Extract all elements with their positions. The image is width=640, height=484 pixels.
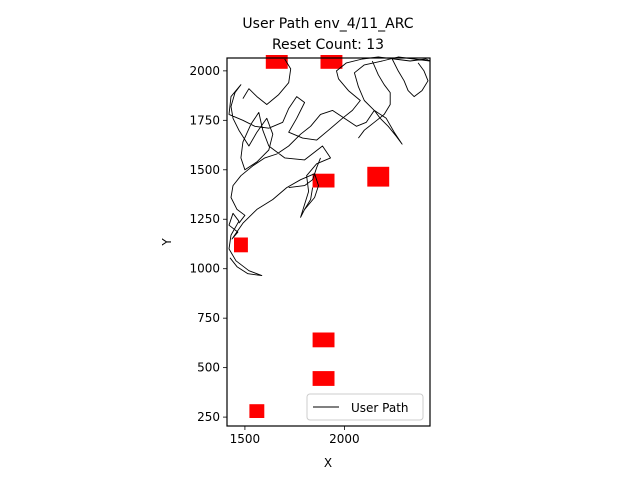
y-tick-label: 750 [197, 311, 220, 325]
user-path-segment-5 [358, 60, 391, 139]
legend: User Path [306, 393, 424, 421]
obstacle-square-3 [367, 166, 390, 187]
obstacle-square-2 [320, 55, 343, 69]
obstacle-square-1 [265, 55, 288, 69]
chart-title-line-1: User Path env_4/11_ARC [242, 16, 413, 32]
y-tick-label: 500 [197, 361, 220, 375]
legend-label: User Path [351, 401, 409, 415]
obstacle-square-4 [312, 173, 335, 188]
chart-title-line-2: Reset Count: 13 [272, 37, 384, 53]
axes-frame [226, 57, 431, 427]
user-path-segment-3 [288, 157, 321, 189]
obstacle-square-6 [312, 332, 335, 348]
x-axis-ticks: 1500 2000 [230, 426, 360, 446]
user-path-segment-4 [304, 187, 314, 210]
legend-box [306, 393, 424, 421]
user-path-segment-6 [391, 58, 429, 98]
y-tick-label: 2000 [189, 64, 220, 78]
user-path-segment-2 [242, 58, 292, 105]
plot-area [226, 55, 431, 427]
axes-background [227, 58, 430, 426]
y-axis-ticks: 250 500 750 1000 1250 1500 1750 2000 [189, 64, 227, 424]
obstacle-square-7 [312, 371, 335, 386]
y-tick-label: 1000 [189, 262, 220, 276]
y-tick-label: 1750 [189, 113, 220, 127]
y-tick-label: 1250 [189, 212, 220, 226]
obstacle-square-5 [234, 237, 248, 253]
x-tick-label: 1500 [230, 432, 261, 446]
y-tick-label: 1500 [189, 163, 220, 177]
x-tick-label: 2000 [329, 432, 360, 446]
x-axis-label: X [324, 456, 332, 470]
y-tick-label: 250 [197, 410, 220, 424]
y-axis-label: Y [160, 238, 174, 247]
obstacle-square-8 [249, 404, 265, 418]
path-layer [228, 56, 431, 277]
